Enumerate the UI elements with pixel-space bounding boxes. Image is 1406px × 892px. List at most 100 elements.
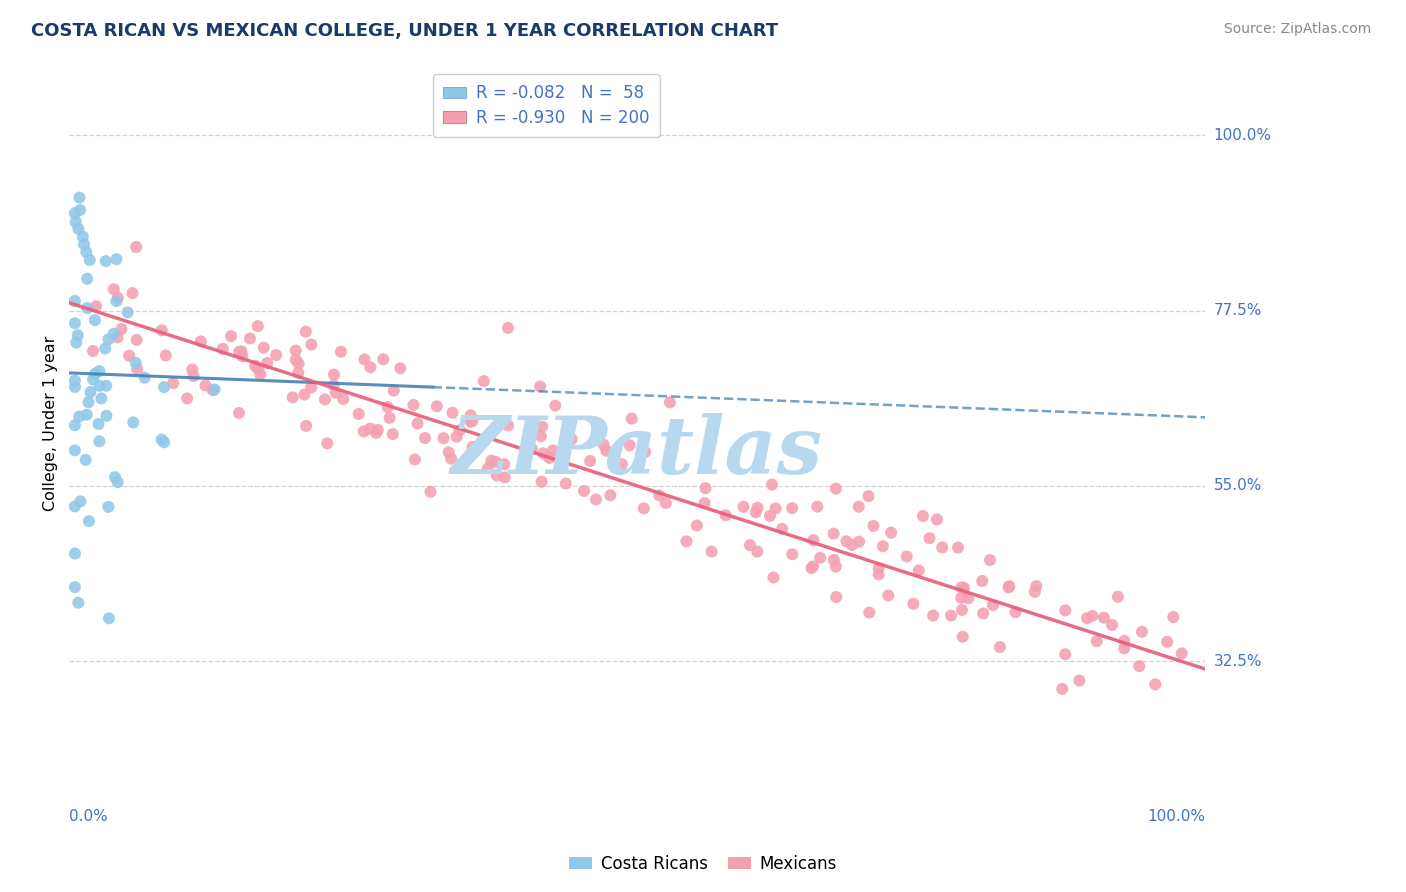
Point: [183, 368, 205, 383]
Point: [925, 512, 948, 526]
Point: [1114, 634, 1136, 648]
Point: [733, 500, 755, 514]
Text: 32.5%: 32.5%: [1213, 654, 1263, 669]
Point: [531, 419, 554, 434]
Point: [496, 321, 519, 335]
Point: [77, 395, 100, 409]
Point: [761, 477, 783, 491]
Point: [359, 422, 381, 436]
Point: [1085, 634, 1108, 648]
Point: [373, 352, 395, 367]
Point: [953, 581, 976, 595]
Point: [633, 501, 655, 516]
Point: [675, 534, 697, 549]
Point: [530, 429, 553, 443]
Point: [950, 603, 973, 617]
Point: [693, 496, 716, 510]
Point: [538, 450, 561, 465]
Point: [332, 392, 354, 406]
Point: [381, 427, 404, 442]
Point: [364, 425, 387, 440]
Point: [125, 356, 148, 370]
Point: [579, 454, 602, 468]
Point: [121, 286, 143, 301]
Point: [686, 518, 709, 533]
Point: [299, 380, 322, 394]
Point: [823, 526, 845, 541]
Point: [89, 434, 111, 449]
Point: [97, 332, 120, 346]
Point: [998, 579, 1021, 593]
Point: [1130, 624, 1153, 639]
Point: [841, 538, 863, 552]
Point: [76, 301, 98, 315]
Point: [256, 356, 278, 370]
Point: [896, 549, 918, 564]
Point: [1156, 635, 1178, 649]
Point: [264, 348, 287, 362]
Point: [243, 359, 266, 373]
Point: [419, 484, 441, 499]
Point: [294, 325, 316, 339]
Point: [162, 376, 184, 390]
Point: [153, 380, 176, 394]
Point: [84, 313, 107, 327]
Point: [440, 451, 463, 466]
Point: [406, 417, 429, 431]
Point: [63, 500, 86, 514]
Point: [79, 252, 101, 267]
Text: Source: ZipAtlas.com: Source: ZipAtlas.com: [1223, 22, 1371, 37]
Point: [63, 547, 86, 561]
Text: 0.0%: 0.0%: [69, 809, 108, 824]
Point: [747, 544, 769, 558]
Point: [972, 574, 994, 588]
Point: [824, 482, 846, 496]
Point: [89, 379, 111, 393]
Point: [79, 384, 101, 399]
Point: [63, 380, 86, 394]
Point: [117, 305, 139, 319]
Point: [952, 630, 974, 644]
Point: [872, 539, 894, 553]
Point: [284, 352, 307, 367]
Point: [808, 550, 831, 565]
Point: [780, 547, 803, 561]
Point: [94, 342, 117, 356]
Point: [194, 378, 217, 392]
Point: [228, 344, 250, 359]
Point: [950, 591, 973, 605]
Point: [330, 344, 353, 359]
Point: [911, 509, 934, 524]
Point: [620, 411, 643, 425]
Point: [63, 293, 86, 308]
Point: [461, 414, 484, 428]
Point: [800, 561, 823, 575]
Point: [714, 508, 737, 523]
Point: [63, 418, 86, 433]
Point: [125, 240, 148, 254]
Point: [835, 534, 858, 549]
Point: [825, 590, 848, 604]
Point: [585, 492, 607, 507]
Point: [655, 496, 678, 510]
Point: [988, 640, 1011, 654]
Point: [67, 596, 90, 610]
Point: [96, 409, 118, 423]
Point: [862, 519, 884, 533]
Point: [107, 291, 129, 305]
Point: [367, 423, 389, 437]
Point: [118, 349, 141, 363]
Point: [1107, 590, 1129, 604]
Point: [745, 505, 768, 519]
Point: [389, 361, 412, 376]
Point: [153, 435, 176, 450]
Point: [377, 400, 399, 414]
Point: [877, 589, 900, 603]
Point: [1054, 647, 1077, 661]
Point: [1144, 677, 1167, 691]
Point: [981, 598, 1004, 612]
Point: [1114, 641, 1136, 656]
Point: [84, 299, 107, 313]
Point: [529, 379, 551, 393]
Point: [231, 349, 253, 363]
